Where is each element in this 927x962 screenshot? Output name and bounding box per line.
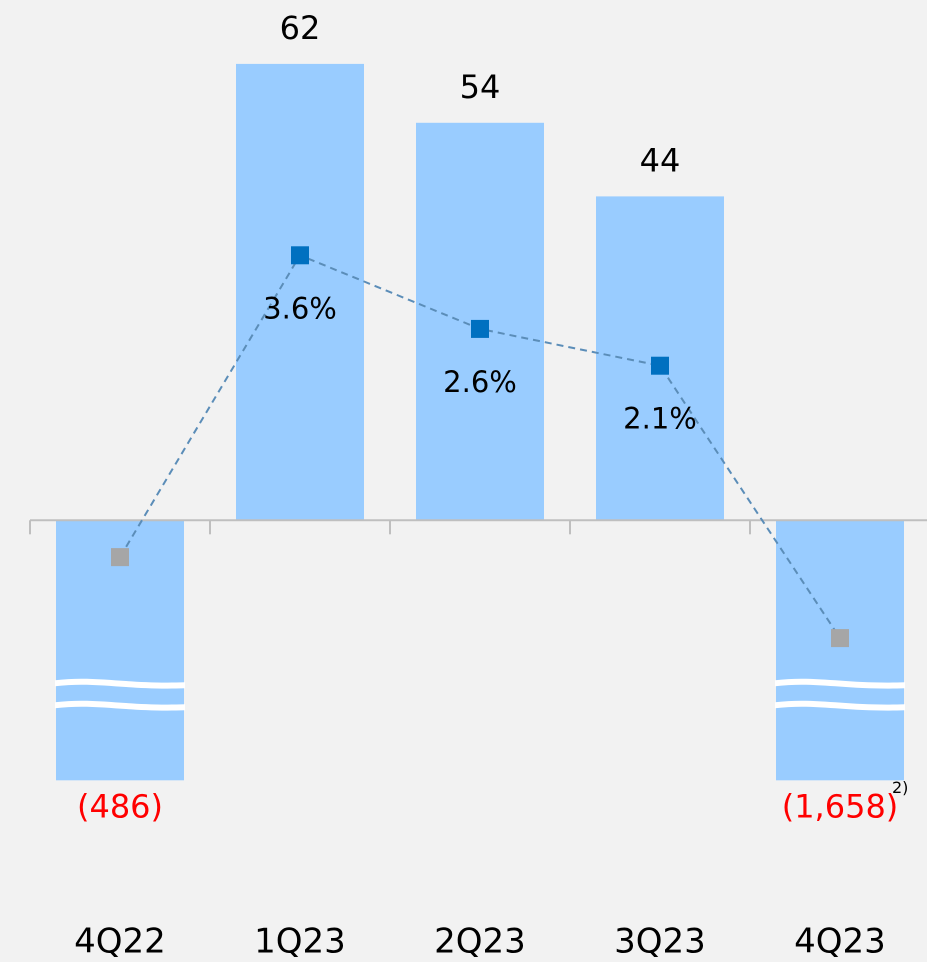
bar-value-label: 62	[280, 9, 321, 47]
line-value-label: 3.6%	[263, 291, 337, 325]
bar-break	[55, 700, 185, 711]
line-value-label: 2.6%	[443, 365, 517, 399]
line-point	[471, 319, 489, 338]
x-tick-label: 1Q23	[254, 922, 346, 962]
bar-value-label: 44	[640, 141, 681, 179]
x-tick-label: 4Q22	[74, 922, 166, 962]
footnote: 2)	[892, 778, 908, 797]
line-point	[831, 629, 849, 648]
bar-value-label: (1,658)	[782, 787, 899, 825]
bar-break	[55, 678, 185, 689]
x-tick-label: 2Q23	[434, 922, 526, 962]
line-point	[651, 356, 669, 375]
bar-break	[775, 700, 905, 711]
bar	[776, 520, 904, 781]
line-value-label: 2.1%	[623, 402, 697, 436]
x-tick-label: 4Q23	[794, 922, 886, 962]
line-point	[111, 548, 129, 567]
bar-value-label: (486)	[77, 787, 163, 825]
bar	[236, 63, 364, 521]
bar-break	[775, 678, 905, 689]
x-tick-label: 3Q23	[614, 922, 706, 962]
bar-value-label: 54	[460, 68, 501, 106]
line-point	[291, 246, 309, 265]
